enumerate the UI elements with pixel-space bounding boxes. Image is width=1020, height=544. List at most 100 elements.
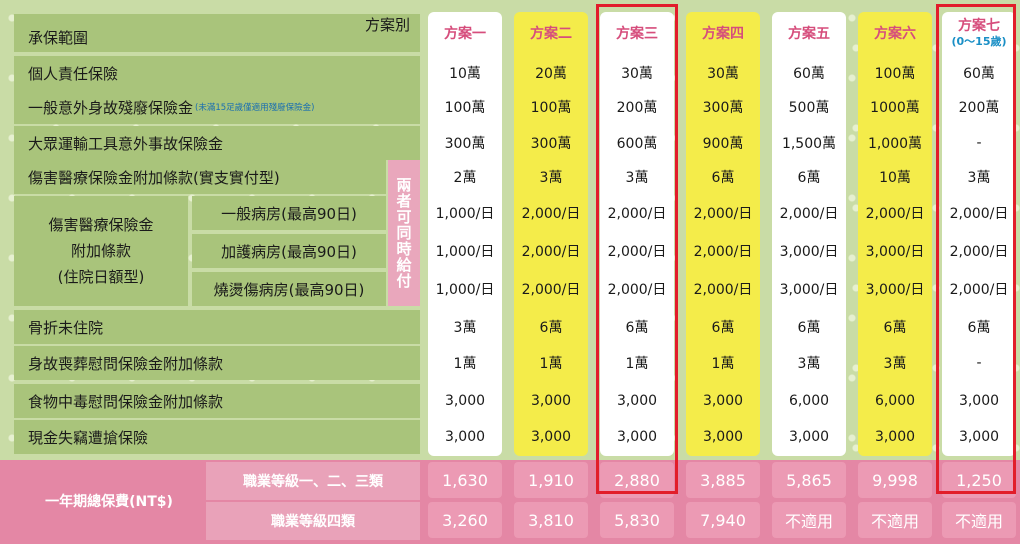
value-cell: 2,000/日 <box>949 206 1009 222</box>
value-cell: 3,000 <box>616 393 658 409</box>
value-cell: 60萬 <box>793 66 825 82</box>
premium-cell: 5,830 <box>600 502 674 538</box>
row-label-text: 骨折未住院 <box>28 318 104 337</box>
premium-cell: 不適用 <box>772 502 846 538</box>
value-cell: 600萬 <box>616 136 658 152</box>
value-cell: 6萬 <box>883 320 907 336</box>
plan-name: 方案四 <box>702 26 744 42</box>
value-cell: 300萬 <box>702 100 744 116</box>
value-cell: 2,000/日 <box>693 244 753 260</box>
value-cell: 20萬 <box>535 66 567 82</box>
premium-row-label: 職業等級一、二、三類 <box>206 462 420 500</box>
value-cell: 3,000 <box>788 429 830 445</box>
value-cell: 3萬 <box>883 356 907 372</box>
value-cell: 3,000/日 <box>865 282 925 298</box>
value-cell: 2,000/日 <box>607 206 667 222</box>
value-cell: 3,000 <box>874 429 916 445</box>
row-label: 個人責任保險 <box>14 56 420 90</box>
plan-header: 方案四 <box>686 14 760 54</box>
value-cell: 10萬 <box>449 66 481 82</box>
value-cell: 6萬 <box>539 320 563 336</box>
value-cell: 1,000/日 <box>435 244 495 260</box>
value-cell: 2,000/日 <box>607 282 667 298</box>
plan-column <box>942 12 1016 456</box>
value-cell: 100萬 <box>444 100 486 116</box>
value-cell: 6萬 <box>625 320 649 336</box>
plan-name: 方案五 <box>788 26 830 42</box>
plan-header: 方案六 <box>858 14 932 54</box>
row-label: 傷害醫療保險金附加條款(實支實付型) <box>14 160 386 194</box>
row-label: 燒燙傷病房(最高90日) <box>192 272 386 306</box>
value-cell: 100萬 <box>874 66 916 82</box>
plan-header: 方案五 <box>772 14 846 54</box>
value-cell: 1萬 <box>453 356 477 372</box>
value-cell: 10萬 <box>879 170 911 186</box>
highlight-box-plan7 <box>936 4 1016 494</box>
value-cell: 3,000 <box>530 429 572 445</box>
value-cell: 2,000/日 <box>949 282 1009 298</box>
value-cell: 2萬 <box>453 170 477 186</box>
value-cell: 3,000 <box>958 429 1000 445</box>
value-cell: 300萬 <box>444 136 486 152</box>
row-label-text: 加護病房(最高90日) <box>221 242 357 261</box>
premium-title: 一年期總保費(NT$) <box>45 494 173 510</box>
plan-header: 方案三 <box>600 14 674 54</box>
premium-row-label: 職業等級四類 <box>206 502 420 540</box>
value-cell: 2,000/日 <box>779 206 839 222</box>
value-cell: 1,000萬 <box>867 136 923 152</box>
value-cell: 100萬 <box>530 100 572 116</box>
value-cell: 2,000/日 <box>865 206 925 222</box>
value-cell: 300萬 <box>530 136 572 152</box>
value-cell: 2,000/日 <box>949 244 1009 260</box>
value-cell: 1,000/日 <box>435 206 495 222</box>
value-cell: 3,000 <box>444 393 486 409</box>
highlight-box-plan3 <box>596 4 678 494</box>
plan-header: 方案七 (0～15歲) <box>942 14 1016 54</box>
value-cell: 1,000/日 <box>435 282 495 298</box>
plan-column <box>514 12 588 456</box>
plan-column <box>772 12 846 456</box>
premium-cell: 不適用 <box>858 502 932 538</box>
group-label-line: 附加條款 <box>70 242 131 260</box>
value-cell: 3,000/日 <box>779 282 839 298</box>
plan-name: 方案二 <box>530 26 572 42</box>
value-cell: 3萬 <box>967 170 991 186</box>
value-cell: 60萬 <box>963 66 995 82</box>
row-label-text: 大眾運輸工具意外事故保險金 <box>28 134 224 153</box>
value-cell: 6萬 <box>711 320 735 336</box>
plan-column <box>600 12 674 456</box>
row-label: 一般病房(最高90日) <box>192 196 386 230</box>
value-cell: 6萬 <box>797 320 821 336</box>
value-cell: 3,000 <box>444 429 486 445</box>
value-cell: 6萬 <box>967 320 991 336</box>
plan-name: 方案七 <box>958 18 1000 34</box>
row-label: 大眾運輸工具意外事故保險金 <box>14 126 420 160</box>
row-label-text: 現金失竊遭搶保險 <box>28 428 149 447</box>
plan-subtitle: (0～15歲) <box>951 35 1007 48</box>
value-cell: 30萬 <box>621 66 653 82</box>
value-cell: 3,000 <box>702 429 744 445</box>
plan-name: 方案六 <box>874 26 916 42</box>
premium-cell: 5,865 <box>772 462 846 498</box>
side-note: 兩者可同時給付 <box>388 160 420 306</box>
plan-header: 方案二 <box>514 14 588 54</box>
plan-column <box>686 12 760 456</box>
value-cell: 200萬 <box>616 100 658 116</box>
value-cell: 3,000/日 <box>779 244 839 260</box>
value-cell: 2,000/日 <box>693 206 753 222</box>
premium-cell: 3,260 <box>428 502 502 538</box>
row-label-text: 食物中毒慰問保險金附加條款 <box>28 392 224 411</box>
premium-cell: 7,940 <box>686 502 760 538</box>
value-cell: 6,000 <box>874 393 916 409</box>
row-label: 身故喪葬慰問保險金附加條款 <box>14 346 420 380</box>
premium-band <box>0 460 1020 544</box>
coverage-title: 承保範圍 <box>28 29 89 47</box>
value-cell: 3萬 <box>797 356 821 372</box>
plan-header: 方案一 <box>428 14 502 54</box>
value-cell: 3,000/日 <box>865 244 925 260</box>
value-cell: 2,000/日 <box>521 282 581 298</box>
value-cell: 2,000/日 <box>693 282 753 298</box>
row-label-note: (未滿15足歲僅適用殘廢保險金) <box>195 103 315 113</box>
row-label-text: 燒燙傷病房(最高90日) <box>213 280 365 299</box>
